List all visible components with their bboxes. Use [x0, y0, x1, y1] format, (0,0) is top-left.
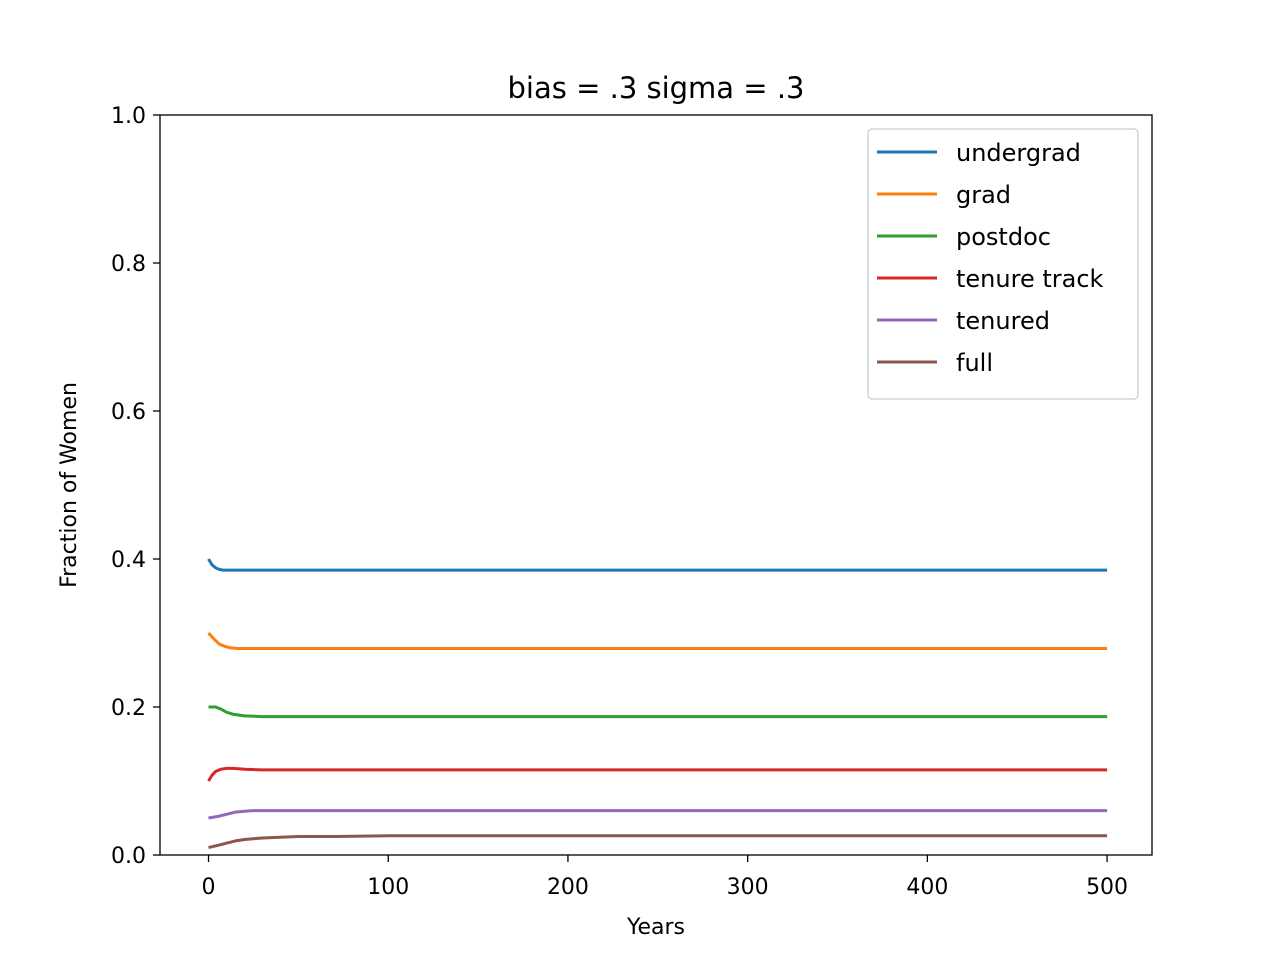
y-tick-label: 0.0 — [111, 844, 146, 869]
series-line-tenure-track — [207, 766, 1108, 782]
legend-label: full — [956, 349, 993, 377]
x-axis-label: Years — [626, 915, 685, 940]
legend: undergrad grad postdoc tenure track tenured f… — [867, 128, 1139, 400]
y-axis-label: Fraction of Women — [57, 382, 82, 588]
y-tick-label: 0.2 — [111, 696, 146, 721]
x-tick-label: 0 — [202, 875, 216, 900]
legend-label: tenure track — [956, 265, 1104, 293]
x-tick-label: 200 — [547, 875, 589, 900]
legend-label: grad — [956, 181, 1011, 209]
series-line-undergrad — [207, 558, 1108, 572]
y-tick-label: 0.8 — [111, 252, 146, 277]
series-line-full — [208, 834, 1108, 850]
y-tick-label: 0.6 — [111, 400, 146, 425]
x-tick-label: 500 — [1086, 875, 1128, 900]
legend-box — [867, 128, 1139, 400]
y-tick-label: 1.0 — [111, 104, 146, 129]
y-tick-label: 0.4 — [111, 548, 146, 573]
legend-label: undergrad — [956, 139, 1081, 167]
legend-label: tenured — [956, 307, 1050, 335]
chart-title: bias = .3 sigma = .3 — [508, 71, 805, 105]
series-line-tenured — [208, 809, 1108, 820]
x-tick-label: 100 — [367, 875, 409, 900]
series-line-grad — [207, 631, 1108, 650]
legend-label: postdoc — [956, 223, 1051, 251]
series-line-postdoc — [208, 705, 1108, 719]
x-tick-label: 400 — [906, 875, 948, 900]
x-tick-label: 300 — [727, 875, 769, 900]
plot-frame — [159, 114, 1153, 856]
